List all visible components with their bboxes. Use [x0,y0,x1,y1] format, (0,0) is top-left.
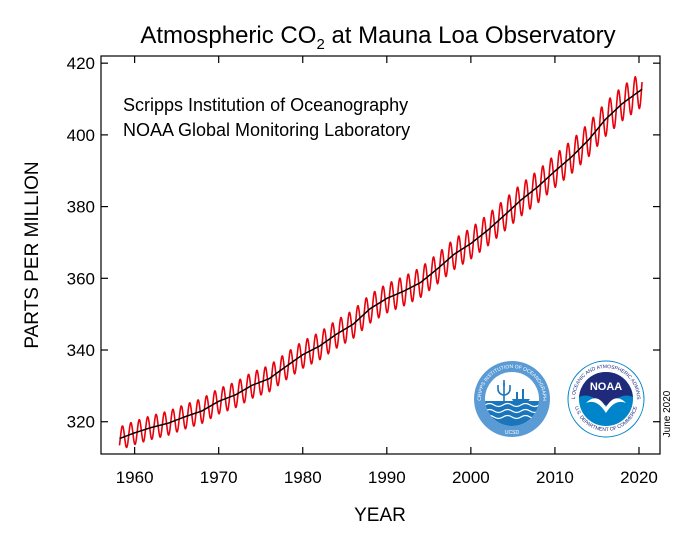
date-stamp: June 2020 [662,390,673,437]
y-tick-label: 360 [67,269,95,288]
x-axis: 1960 1970 1980 1990 2000 2010 2020 [116,56,658,487]
noaa-center-text: NOAA [590,381,622,393]
x-axis-title: YEAR [354,505,406,526]
y-tick-label: 400 [67,126,95,145]
monthly-co2-line [118,76,643,449]
trend-co2-line [119,88,643,440]
scripps-logo: SCRIPPS INSTITUTION OF OCEANOGRAPHY UCSD [474,361,550,437]
scripps-ucsd-text: UCSD [505,430,520,436]
title-text: Atmospheric CO [140,22,316,49]
x-tick-label: 2010 [536,468,574,487]
seagull-icon [586,398,626,413]
plot-frame [100,55,661,455]
noaa-logo: NOAA NATIONAL OCEANIC AND ATMOSPHERIC AD… [567,360,645,438]
chart-title: Atmospheric CO2 at Mauna Loa Observatory [140,22,615,53]
title-subscript: 2 [316,36,324,53]
y-tick-label: 380 [67,198,95,217]
annotation-scripps: Scripps Institution of Oceanography [123,95,408,115]
x-tick-label: 2020 [620,468,658,487]
y-axis-title: PARTS PER MILLION [22,161,43,348]
x-tick-label: 2000 [452,468,490,487]
y-tick-label: 340 [67,341,95,360]
title-suffix: at Mauna Loa Observatory [325,22,616,49]
trident-icon [497,380,511,401]
x-tick-label: 1960 [116,468,154,487]
x-tick-label: 1990 [368,468,406,487]
ship-icon [512,389,530,403]
x-tick-label: 1970 [200,468,238,487]
y-tick-label: 420 [67,54,95,73]
y-axis: 320 340 360 380 400 420 [67,54,660,432]
annotation-noaa: NOAA Global Monitoring Laboratory [123,120,410,140]
x-tick-label: 1980 [284,468,322,487]
y-tick-label: 320 [67,413,95,432]
